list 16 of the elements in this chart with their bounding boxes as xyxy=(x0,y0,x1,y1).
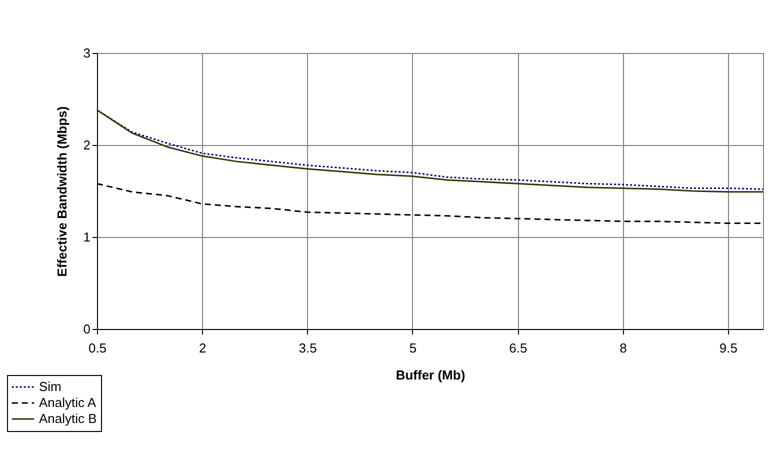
x-tick-label: 3.5 xyxy=(298,340,317,356)
legend-label: Analytic A xyxy=(39,395,96,410)
y-tick-label: 1 xyxy=(83,230,90,244)
x-tick-label: 6.5 xyxy=(509,340,528,356)
y-axis-title: Effective Bandwidth (Mbps) xyxy=(54,106,70,277)
legend-label: Analytic B xyxy=(39,411,97,426)
y-tick-label: 3 xyxy=(83,46,90,60)
x-tick-label: 0.5 xyxy=(88,340,107,356)
x-tick-label: 9.5 xyxy=(719,340,738,356)
x-tick-label: 8 xyxy=(620,340,627,356)
y-tick-label: 2 xyxy=(83,138,90,152)
y-tick-label: 0 xyxy=(83,322,90,336)
x-axis-title: Buffer (Mb) xyxy=(396,368,466,382)
x-tick-label: 5 xyxy=(409,340,417,356)
legend-label: Sim xyxy=(39,379,62,394)
x-tick-label: 2 xyxy=(199,340,206,356)
